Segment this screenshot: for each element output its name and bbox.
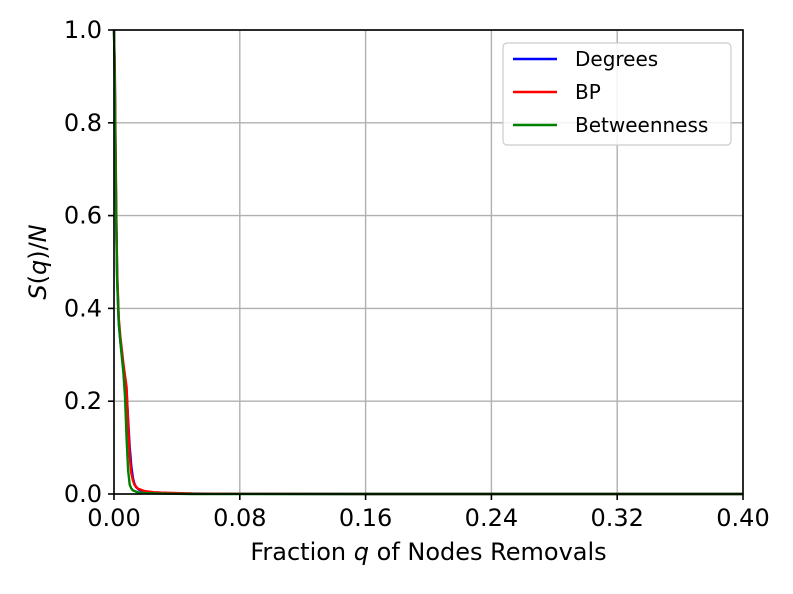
legend: Degrees BP Betweenness bbox=[502, 42, 732, 146]
y-axis-label: S(q)/N bbox=[24, 224, 52, 299]
legend-label: Betweenness bbox=[575, 113, 708, 137]
legend-label: Degrees bbox=[575, 47, 658, 71]
y-tick-label: 0.6 bbox=[64, 202, 102, 230]
legend-box bbox=[502, 42, 732, 146]
y-tick-label: 0.4 bbox=[64, 294, 102, 322]
legend-label: BP bbox=[575, 80, 601, 104]
y-tick-label: 1.0 bbox=[64, 16, 102, 44]
y-tick-label: 0.0 bbox=[64, 480, 102, 508]
legend-entries: Degrees BP Betweenness bbox=[513, 47, 708, 137]
y-axis-label-s: S bbox=[24, 284, 52, 299]
x-tick-label: 0.32 bbox=[590, 504, 643, 532]
x-axis-label-pre: Fraction bbox=[250, 538, 353, 566]
y-tick-label: 0.2 bbox=[64, 387, 102, 415]
y-axis-label-n: N bbox=[24, 224, 52, 242]
x-axis-label-post: of Nodes Removals bbox=[369, 538, 607, 566]
x-axis-label-var: q bbox=[354, 538, 369, 566]
x-tick-label: 0.24 bbox=[465, 504, 518, 532]
x-tick-label: 0.00 bbox=[87, 504, 140, 532]
x-tick-label: 0.08 bbox=[213, 504, 266, 532]
x-axis-label: Fraction q of Nodes Removals bbox=[250, 538, 606, 566]
axis-ticks: 0.00 0.08 0.16 0.24 0.32 0.40 0.0 0.2 0.4 0.6 0.8 1… bbox=[64, 16, 770, 532]
y-axis-label-var: q bbox=[24, 260, 52, 275]
y-axis-label-open: ( bbox=[24, 275, 52, 284]
x-tick-label: 0.16 bbox=[339, 504, 392, 532]
y-axis-label-close: )/ bbox=[24, 241, 52, 259]
plot-frame bbox=[113, 29, 744, 495]
y-tick-label: 0.8 bbox=[64, 109, 102, 137]
x-tick-label: 0.40 bbox=[716, 504, 769, 532]
